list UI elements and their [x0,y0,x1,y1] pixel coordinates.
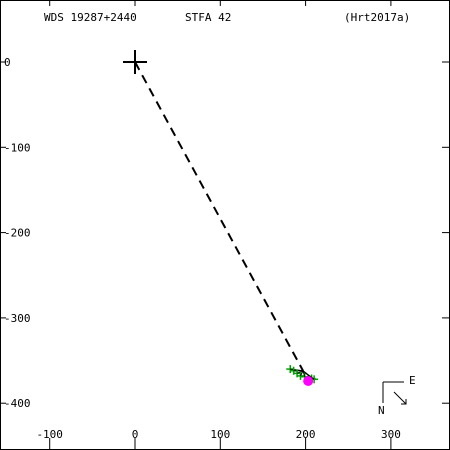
measurement-point [303,376,314,387]
reference-label: (Hrt2017a) [344,11,410,24]
x-tick-label: 0 [132,428,139,441]
compass-arrow-head [401,399,407,405]
x-tick-label: 300 [381,428,401,441]
y-tick-label: -100 [4,141,31,154]
compass-north-label: N [378,404,385,417]
compass: E N [378,374,416,417]
data-marks [123,50,319,387]
x-tick-label: 100 [210,428,230,441]
residual-line [302,370,315,380]
y-tick-label: 0 [4,56,11,69]
x-tick-label: 200 [296,428,316,441]
connector-line [134,61,304,372]
x-tick-label: -100 [36,428,63,441]
compass-east-label: E [409,374,416,387]
y-tick-label: -400 [4,397,31,410]
y-tick-label: -300 [4,312,31,325]
compass-motion-arrow [393,391,407,405]
discoverer-label: STFA 42 [185,11,231,24]
y-tick-label: -200 [4,227,31,240]
system-label: WDS 19287+2440 [44,11,137,24]
residual-line [300,370,304,377]
residual-line [302,370,306,377]
